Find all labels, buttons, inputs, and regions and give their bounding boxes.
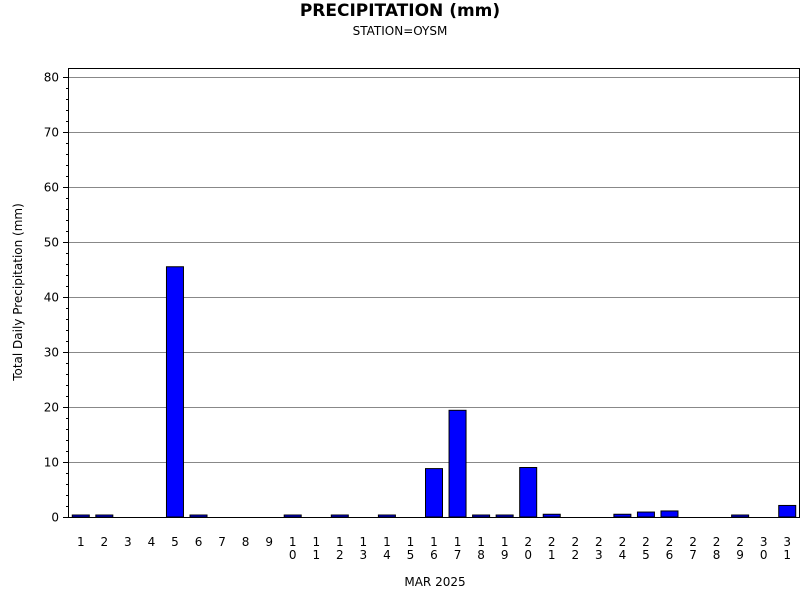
x-tick-label: 2 <box>595 535 603 549</box>
bar <box>425 468 443 518</box>
bar <box>189 514 208 518</box>
x-tick-label: 3 <box>360 548 368 562</box>
bar <box>636 511 655 518</box>
y-tick-label: 40 <box>44 291 59 305</box>
bar <box>283 514 302 518</box>
x-tick-label: 4 <box>383 548 391 562</box>
y-tick-label: 60 <box>44 181 59 195</box>
x-axis-ticks: 1 2 3 4 5 6 7 8 9 1011121314151617181920212223242… <box>77 535 791 562</box>
chart-title: PRECIPITATION (mm) <box>299 1 501 21</box>
x-tick-label: 6 <box>430 548 438 562</box>
x-tick-label: 8 <box>242 535 250 549</box>
x-tick-label: 4 <box>148 535 156 549</box>
x-tick-label: 9 <box>736 548 744 562</box>
x-tick-label: 2 <box>713 535 721 549</box>
bar <box>495 514 514 518</box>
x-tick-label: 2 <box>548 535 556 549</box>
x-tick-label: 1 <box>383 535 391 549</box>
bar <box>519 467 538 518</box>
bar <box>613 513 632 518</box>
y-tick-label: 10 <box>44 456 59 470</box>
y-tick-label: 30 <box>44 346 59 360</box>
x-tick-label: 2 <box>689 535 697 549</box>
y-tick-label: 0 <box>51 511 59 525</box>
x-tick-label: 1 <box>360 535 368 549</box>
x-tick-label: 2 <box>666 535 674 549</box>
x-tick-label: 7 <box>454 548 462 562</box>
x-tick-label: 3 <box>595 548 603 562</box>
x-tick-label: 4 <box>619 548 627 562</box>
x-tick-label: 2 <box>571 535 579 549</box>
y-axis-label: Total Daily Precipitation (mm) <box>11 203 25 382</box>
bar <box>472 514 491 518</box>
y-tick-label: 20 <box>44 401 59 415</box>
y-tick-label: 80 <box>44 71 59 85</box>
bar <box>95 514 114 518</box>
bar <box>660 510 679 518</box>
x-tick-label: 1 <box>783 548 791 562</box>
x-tick-label: 5 <box>407 548 415 562</box>
grid-lines <box>69 77 799 463</box>
y-axis-ticks: 0 10 20 30 40 50 60 70 80 <box>44 71 69 525</box>
x-tick-label: 1 <box>430 535 438 549</box>
x-tick-label: 2 <box>336 548 344 562</box>
x-tick-label: 0 <box>524 548 532 562</box>
x-tick-label: 1 <box>454 535 462 549</box>
x-tick-label: 0 <box>760 548 768 562</box>
x-tick-label: 9 <box>501 548 509 562</box>
bar <box>377 514 396 518</box>
x-tick-label: 7 <box>689 548 697 562</box>
y-tick-label: 50 <box>44 236 59 250</box>
x-tick-label: 9 <box>265 535 273 549</box>
x-tick-label: 8 <box>713 548 721 562</box>
chart-subtitle: STATION=OYSM <box>352 24 448 38</box>
x-tick-label: 1 <box>336 535 344 549</box>
x-tick-label: 2 <box>736 535 744 549</box>
bar <box>542 513 561 518</box>
x-tick-label: 3 <box>760 535 768 549</box>
x-tick-label: 2 <box>642 535 650 549</box>
x-tick-label: 6 <box>666 548 674 562</box>
bar <box>330 514 349 518</box>
x-tick-label: 1 <box>289 535 297 549</box>
x-tick-label: 3 <box>124 535 132 549</box>
bar <box>778 504 797 518</box>
x-tick-label: 2 <box>571 548 579 562</box>
bar <box>448 409 467 518</box>
x-tick-label: 1 <box>312 535 320 549</box>
x-tick-label: 1 <box>548 548 556 562</box>
x-tick-label: 1 <box>501 535 509 549</box>
x-tick-label: 2 <box>101 535 109 549</box>
bar <box>165 266 184 518</box>
x-tick-label: 3 <box>783 535 791 549</box>
x-tick-label: 7 <box>218 535 226 549</box>
x-tick-label: 5 <box>642 548 650 562</box>
bar <box>71 514 90 518</box>
x-tick-label: 2 <box>524 535 532 549</box>
bars <box>71 266 797 518</box>
x-tick-label: 1 <box>312 548 320 562</box>
x-tick-label: 6 <box>195 535 203 549</box>
x-tick-label: 5 <box>171 535 179 549</box>
y-tick-label: 70 <box>44 126 59 140</box>
x-axis-label: MAR 2025 <box>404 575 465 589</box>
x-tick-label: 2 <box>619 535 627 549</box>
x-tick-label: 1 <box>77 535 85 549</box>
x-tick-label: 8 <box>477 548 485 562</box>
bar <box>731 514 750 518</box>
x-tick-label: 0 <box>289 548 297 562</box>
x-tick-label: 1 <box>477 535 485 549</box>
x-tick-label: 1 <box>407 535 415 549</box>
